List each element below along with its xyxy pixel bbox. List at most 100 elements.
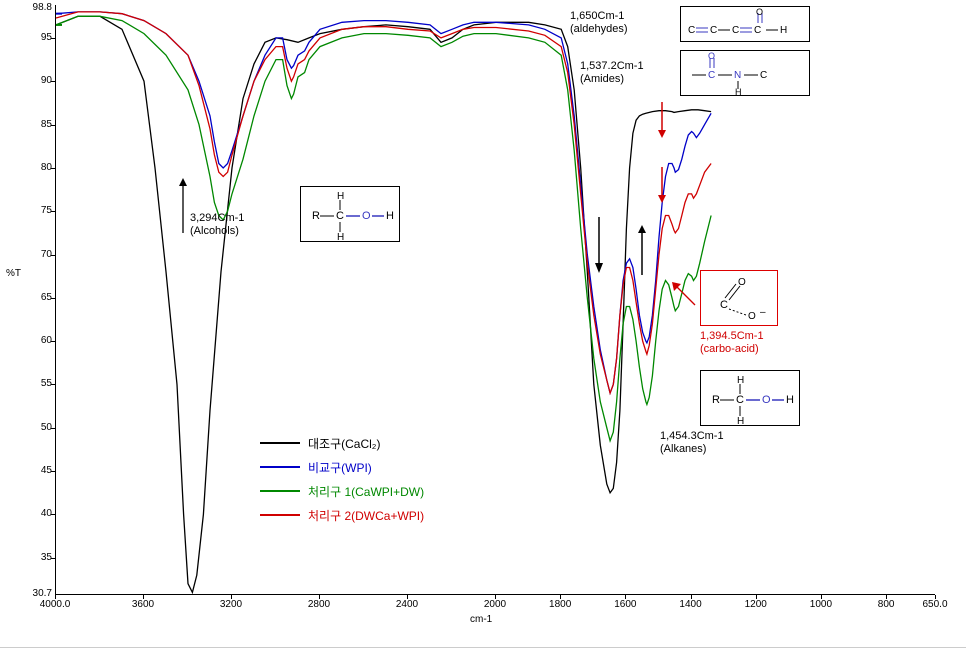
svg-text:H: H xyxy=(337,191,344,202)
x-tick-label: 2400 xyxy=(387,599,427,610)
x-tick-label: 1000 xyxy=(801,599,841,610)
y-tick-label: 95 xyxy=(12,32,52,43)
x-tick-label: 1800 xyxy=(540,599,580,610)
x-tick xyxy=(55,595,56,599)
svg-text:R: R xyxy=(312,210,320,222)
x-tick xyxy=(143,595,144,599)
x-tick xyxy=(935,595,936,599)
legend-swatch xyxy=(260,514,300,516)
anno-amides: 1,537.2Cm-1 (Amides) xyxy=(580,60,644,86)
x-tick xyxy=(691,595,692,599)
anno-carbo-name: (carbo-acid) xyxy=(700,343,759,355)
y-axis-title: %T xyxy=(6,268,21,279)
svg-text:C: C xyxy=(732,25,739,36)
arrow-aldehyde-down xyxy=(592,215,606,275)
anno-aldehydes-wn: 1,650Cm-1 xyxy=(570,10,624,22)
y-tick xyxy=(51,38,55,39)
anno-alcohols-wn: 3,294Cm-1 xyxy=(190,212,244,224)
legend-swatch xyxy=(260,442,300,444)
y-top-label: 98.8 xyxy=(12,2,52,13)
x-tick xyxy=(756,595,757,599)
svg-text:C: C xyxy=(336,210,344,222)
y-tick xyxy=(51,81,55,82)
svg-text:C: C xyxy=(710,25,717,36)
svg-text:C: C xyxy=(736,394,744,406)
arrow-carbo xyxy=(670,280,700,310)
y-tick-label: 50 xyxy=(12,422,52,433)
x-tick-label: 650.0 xyxy=(915,599,955,610)
y-tick-label: 90 xyxy=(12,75,52,86)
y-tick xyxy=(51,471,55,472)
svg-text:O: O xyxy=(708,51,715,61)
x-tick xyxy=(319,595,320,599)
arrow-alkane-up xyxy=(635,225,649,280)
y-tick-label: 75 xyxy=(12,205,52,216)
y-tick xyxy=(51,298,55,299)
legend-label: 처리구 1(CaWPI+DW) xyxy=(308,483,424,500)
struct-amides: C O N H C xyxy=(680,50,810,96)
x-axis-title: cm-1 xyxy=(470,614,492,625)
anno-aldehydes-name: (aldehydes) xyxy=(570,23,627,35)
arrow-alcohols xyxy=(176,178,190,238)
legend-swatch xyxy=(260,466,300,468)
svg-text:O: O xyxy=(748,311,756,322)
svg-text:R: R xyxy=(712,394,720,406)
svg-text:C: C xyxy=(720,299,728,311)
svg-text:N: N xyxy=(734,70,741,81)
struct-aldehydes: C C C C O H xyxy=(680,6,810,42)
arrow-amide-1 xyxy=(655,100,669,140)
anno-amides-name: (Amides) xyxy=(580,73,624,85)
x-tick xyxy=(625,595,626,599)
y-bottom-label: 30.7 xyxy=(12,588,52,599)
x-tick-label: 3600 xyxy=(123,599,163,610)
y-tick xyxy=(51,255,55,256)
x-tick-label: 3200 xyxy=(211,599,251,610)
y-tick xyxy=(51,514,55,515)
svg-text:H: H xyxy=(737,375,744,386)
y-tick xyxy=(51,384,55,385)
svg-text:C: C xyxy=(754,25,761,36)
arrow-amide-2 xyxy=(655,165,669,205)
legend-label: 비교구(WPI) xyxy=(308,459,372,476)
anno-alkanes-name: (Alkanes) xyxy=(660,443,706,455)
svg-text:H: H xyxy=(737,416,744,427)
svg-text:H: H xyxy=(386,210,394,222)
x-tick xyxy=(886,595,887,599)
anno-alkanes: 1,454.3Cm-1 (Alkanes) xyxy=(660,430,724,456)
x-tick-label: 4000.0 xyxy=(35,599,75,610)
x-tick-label: 1400 xyxy=(671,599,711,610)
series-대조구(CaCl₂) xyxy=(56,16,711,592)
anno-alkanes-wn: 1,454.3Cm-1 xyxy=(660,430,724,442)
y-tick xyxy=(51,428,55,429)
x-tick xyxy=(231,595,232,599)
y-tick-label: 70 xyxy=(12,249,52,260)
anno-alcohols-name: (Alcohols) xyxy=(190,225,239,237)
x-tick-label: 800 xyxy=(866,599,906,610)
y-tick xyxy=(51,168,55,169)
ftir-chart: 35404550556065707580859095 4000.03600320… xyxy=(0,0,966,630)
svg-text:C: C xyxy=(708,70,715,81)
y-tick-label: 80 xyxy=(12,162,52,173)
svg-text:C: C xyxy=(760,70,767,81)
y-tick-label: 40 xyxy=(12,508,52,519)
x-tick xyxy=(821,595,822,599)
svg-text:O: O xyxy=(756,7,763,17)
legend-label: 대조구(CaCl₂) xyxy=(308,435,380,452)
anno-aldehydes: 1,650Cm-1 (aldehydes) xyxy=(570,10,627,36)
svg-text:H: H xyxy=(780,25,787,36)
legend-label: 처리구 2(DWCa+WPI) xyxy=(308,507,424,524)
struct-alkanes: R C H H O H xyxy=(700,370,800,426)
struct-alcohols: R C H H O H xyxy=(300,186,400,242)
svg-text:O: O xyxy=(738,277,746,288)
y-tick-label: 65 xyxy=(12,292,52,303)
x-tick-label: 1600 xyxy=(605,599,645,610)
y-tick xyxy=(51,211,55,212)
y-tick-label: 85 xyxy=(12,119,52,130)
svg-text:O: O xyxy=(362,210,371,222)
y-tick-label: 35 xyxy=(12,552,52,563)
y-tick-label: 55 xyxy=(12,378,52,389)
svg-text:H: H xyxy=(735,87,742,97)
axis-marker xyxy=(56,24,62,26)
anno-alcohols: 3,294Cm-1 (Alcohols) xyxy=(190,212,244,238)
svg-text:H: H xyxy=(786,394,794,406)
